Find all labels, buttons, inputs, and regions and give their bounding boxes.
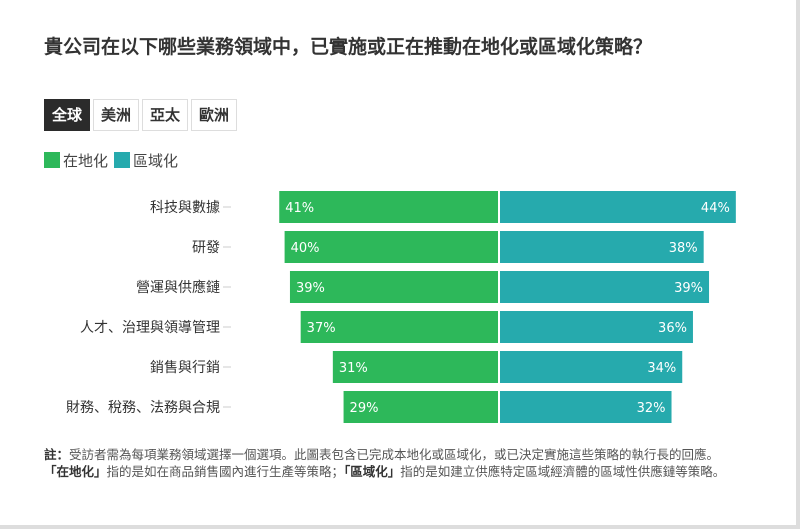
data-label: 44% xyxy=(701,201,730,216)
category-label: 研發 xyxy=(192,240,220,256)
tab-americas[interactable]: 美洲 xyxy=(93,99,140,131)
bar-localization xyxy=(284,231,498,263)
legend: 在地化 區域化 xyxy=(44,150,178,171)
legend-item-regionalization: 區域化 xyxy=(114,150,178,171)
diverging-bar-chart: 科技與數據 41% 44% 研發 40% 38% 營運與供應鏈 39% 39% 人才、治理與領導管… xyxy=(66,191,736,423)
tab-global[interactable]: 全球 xyxy=(44,99,91,131)
bar-regionalization xyxy=(500,351,683,383)
frame-edge xyxy=(796,0,800,529)
category-label: 營運與供應鏈 xyxy=(136,279,220,296)
category-label: 人才、治理與領導管理 xyxy=(80,319,220,336)
bar-localization xyxy=(300,311,498,343)
category-label: 科技與數據 xyxy=(150,200,220,216)
data-label: 37% xyxy=(307,321,336,336)
legend-item-localization: 在地化 xyxy=(44,150,108,171)
bar-regionalization xyxy=(500,271,710,303)
data-label: 41% xyxy=(285,201,314,216)
data-label: 39% xyxy=(296,281,325,296)
data-label: 36% xyxy=(658,321,687,336)
bar-regionalization xyxy=(500,311,693,343)
data-label: 34% xyxy=(647,361,676,376)
bar-localization xyxy=(289,271,498,303)
chart-title: 貴公司在以下哪些業務領域中，已實施或正在推動在地化或區域化策略？ xyxy=(44,36,653,58)
data-label: 29% xyxy=(350,401,379,416)
bar-localization xyxy=(332,351,498,383)
tab-europe[interactable]: 歐洲 xyxy=(191,99,238,131)
frame-edge xyxy=(0,525,800,529)
category-label: 財務、稅務、法務與合規 xyxy=(66,400,220,416)
data-label: 40% xyxy=(291,241,320,256)
data-label: 38% xyxy=(669,241,698,256)
legend-swatch xyxy=(114,152,131,168)
footnote: 註：受訪者需為每項業務領域選擇一個選項。此圖表包含已完成本地化或區域化，或已決定… xyxy=(44,447,726,479)
category-label: 銷售與行銷 xyxy=(150,360,220,376)
data-label: 31% xyxy=(339,361,368,376)
bar-regionalization xyxy=(500,191,736,223)
region-tabs: 全球 美洲 亞太 歐洲 xyxy=(44,99,238,131)
bar-localization xyxy=(279,191,498,223)
tab-asia-pacific[interactable]: 亞太 xyxy=(142,99,189,131)
bar-regionalization xyxy=(500,231,704,263)
legend-swatch xyxy=(44,152,60,168)
bar-localization xyxy=(343,391,498,423)
bar-regionalization xyxy=(500,391,672,423)
data-label: 32% xyxy=(637,401,666,416)
data-label: 39% xyxy=(674,281,703,296)
